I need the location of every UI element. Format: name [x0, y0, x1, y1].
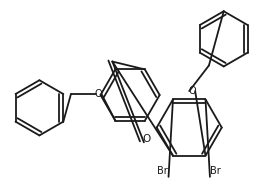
Text: Br: Br — [157, 166, 168, 176]
Text: Br: Br — [210, 166, 221, 176]
Text: O: O — [143, 134, 151, 144]
Text: O: O — [188, 86, 196, 96]
Text: O: O — [95, 89, 102, 99]
